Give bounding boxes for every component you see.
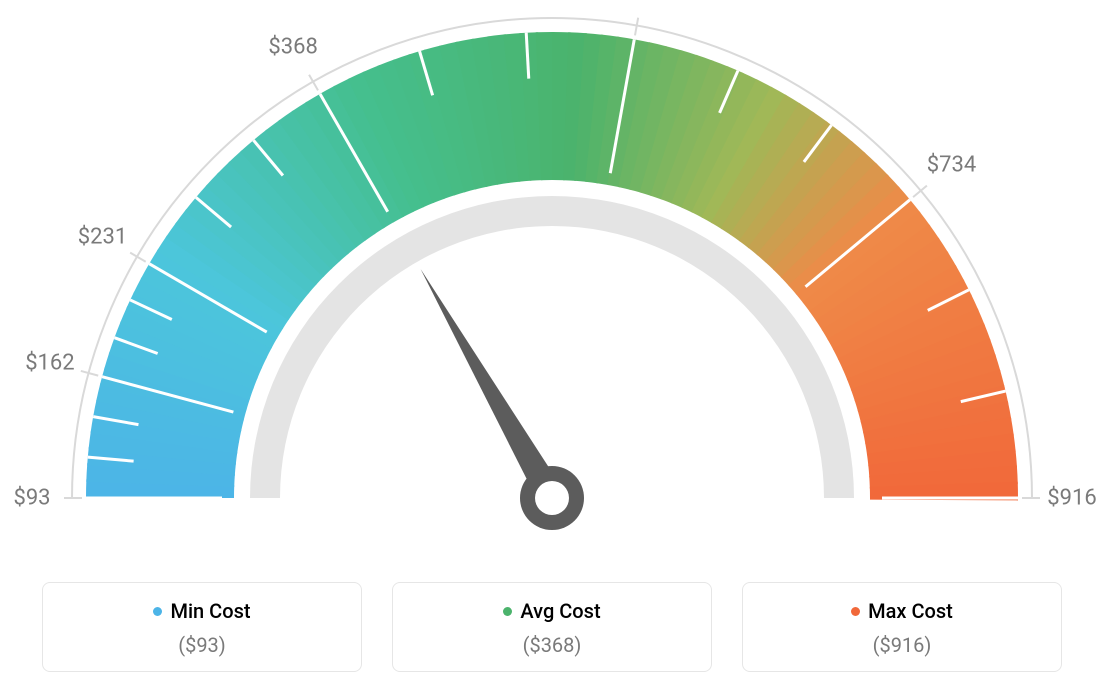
legend-card-avg: Avg Cost ($368) [392, 582, 712, 672]
gauge-tick-label: $231 [78, 224, 127, 249]
gauge-svg [0, 0, 1104, 560]
gauge-tick-label: $916 [1047, 486, 1096, 511]
legend-title-min: Min Cost [153, 599, 250, 623]
legend-dot-avg [503, 607, 512, 616]
legend-label-avg: Avg Cost [520, 599, 600, 623]
legend-value-max: ($916) [753, 633, 1051, 657]
legend-value-min: ($93) [53, 633, 351, 657]
legend-title-avg: Avg Cost [503, 599, 600, 623]
gauge-tick-label: $93 [13, 486, 50, 511]
legend-card-min: Min Cost ($93) [42, 582, 362, 672]
gauge-tick-label: $368 [268, 35, 317, 60]
gauge-tick-label: $734 [927, 153, 976, 178]
legend-row: Min Cost ($93) Avg Cost ($368) Max Cost … [0, 582, 1104, 672]
legend-dot-min [153, 607, 162, 616]
gauge-tick-label: $162 [25, 350, 74, 375]
legend-card-max: Max Cost ($916) [742, 582, 1062, 672]
legend-label-min: Min Cost [170, 599, 250, 623]
gauge-chart: $93$162$231$368$551$734$916 [0, 0, 1104, 560]
legend-label-max: Max Cost [868, 599, 953, 623]
legend-dot-max [851, 607, 860, 616]
legend-title-max: Max Cost [851, 599, 953, 623]
legend-value-avg: ($368) [403, 633, 701, 657]
